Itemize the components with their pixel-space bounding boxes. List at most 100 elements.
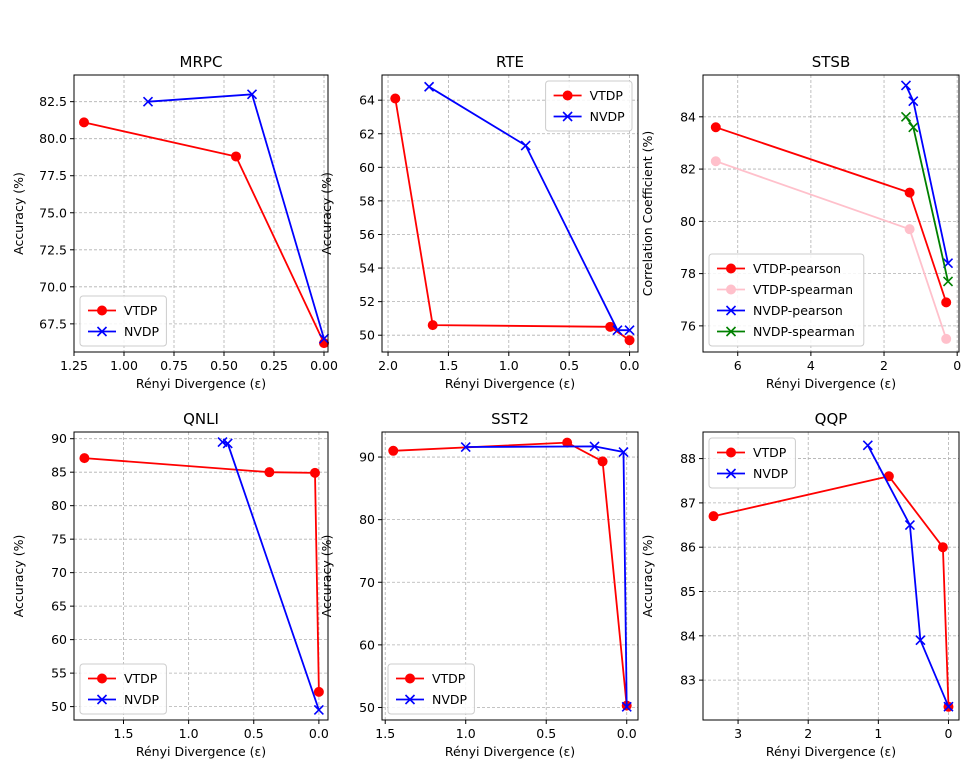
x-tick-label: 2 [804, 726, 812, 741]
y-tick-label: 84 [680, 109, 696, 124]
data-point [309, 467, 320, 478]
x-tick-label: 2.0 [378, 358, 398, 373]
legend-entry: NVDP [753, 466, 789, 481]
y-tick-label: 90 [51, 431, 67, 446]
data-point [904, 224, 915, 235]
legend-marker [96, 326, 108, 337]
series-line-nvdp [465, 445, 628, 707]
data-point [424, 81, 435, 92]
y-tick-label: 70.0 [39, 279, 67, 294]
y-tick-label: 70 [51, 565, 67, 580]
y-tick-label: 54 [359, 261, 375, 276]
data-point [624, 325, 635, 336]
data-point [313, 686, 324, 697]
x-axis-label: Rényi Divergence (ε) [136, 744, 266, 759]
y-tick-label: 60 [359, 637, 375, 652]
x-tick-label: 0.25 [260, 358, 288, 373]
x-tick-label: 1.5 [114, 726, 134, 741]
x-tick-label: 1 [874, 726, 882, 741]
x-tick-label: 0.5 [244, 726, 264, 741]
y-axis-label: Accuracy (%) [11, 535, 26, 618]
data-point [862, 440, 873, 451]
x-tick-label: 0.0 [309, 726, 329, 741]
chart-title: STSB [812, 53, 851, 71]
chart-title: QQP [815, 410, 848, 428]
y-axis-label: Correlation Coefficient (%) [640, 131, 655, 297]
x-tick-label: 1.0 [179, 726, 199, 741]
y-tick-label: 75.0 [39, 205, 67, 220]
y-tick-label: 77.5 [39, 168, 67, 183]
x-tick-label: 1.5 [375, 726, 395, 741]
legend-marker [726, 284, 736, 295]
axes-frame [702, 431, 960, 721]
y-tick-label: 90 [359, 450, 375, 465]
data-point [79, 453, 90, 464]
legend-marker [562, 111, 573, 122]
y-tick-label: 84 [680, 628, 696, 643]
x-tick-label: 0 [945, 726, 953, 741]
y-tick-label: 80 [51, 498, 67, 513]
data-point [908, 122, 919, 133]
legend-marker [725, 305, 737, 316]
y-tick-label: 56 [359, 227, 375, 242]
chart-rte: 2.0 1.5 1.0 0.5 0.0 50 52 54 56 58 60 62 64 RTE Rényi … [319, 53, 640, 391]
legend-entry: VTDP [124, 671, 158, 686]
data-point [597, 456, 608, 467]
y-tick-label: 62 [359, 126, 375, 141]
y-tick-label: 55 [51, 666, 67, 681]
y-tick-label: 72.5 [39, 242, 67, 257]
data-point [142, 96, 154, 107]
chart-title: MRPC [180, 53, 223, 71]
x-tick-label: 0.00 [310, 358, 338, 373]
legend-marker [725, 326, 737, 337]
data-point [589, 441, 600, 452]
chart-sst2: 1.5 1.0 0.5 0.0 50 60 70 80 90 SST2 Rényi Divergen… [319, 410, 639, 759]
data-point [318, 333, 330, 344]
legend-entry: NVDP [124, 692, 160, 707]
chart-qnli: 1.5 1.0 0.5 0.0 50 55 60 65 70 75 80 85 90 QNLI Rényi … [11, 410, 329, 759]
legend-marker [725, 468, 737, 479]
data-point [222, 438, 233, 449]
data-point [908, 96, 919, 107]
legend-marker [97, 673, 107, 684]
legend-entry: NVDP [590, 109, 626, 124]
data-point [904, 519, 915, 531]
data-point [427, 320, 438, 331]
chart-qqp: 3 2 1 0 83 84 85 86 87 88 QQP Rényi Divergence (ε) A… [640, 410, 960, 759]
data-point [612, 325, 623, 336]
legend-entry: VTDP-spearman [753, 282, 853, 297]
legend: VTDP NVDP [708, 437, 796, 489]
axes-frame [702, 74, 960, 353]
y-tick-label: 78 [680, 266, 696, 281]
legend-entry: VTDP [432, 671, 466, 686]
y-tick-label: 58 [359, 193, 375, 208]
data-point [313, 704, 324, 716]
axes-frame [381, 74, 639, 353]
data-point [943, 701, 954, 712]
x-tick-label: 1.0 [456, 726, 476, 741]
x-axis-label: Rényi Divergence (ε) [766, 744, 896, 759]
y-tick-label: 80.0 [39, 131, 67, 146]
legend: VTDP NVDP [545, 80, 633, 132]
data-point [388, 445, 399, 456]
data-point [904, 187, 915, 198]
x-tick-label: 2 [880, 358, 888, 373]
y-tick-label: 50 [51, 699, 67, 714]
y-tick-label: 87 [680, 495, 696, 510]
data-point [710, 156, 721, 167]
legend-marker [562, 90, 573, 101]
y-tick-label: 60 [51, 632, 67, 647]
data-point [231, 151, 241, 162]
y-tick-label: 82 [680, 162, 696, 177]
data-point [79, 117, 89, 128]
legend-entry: VTDP-pearson [753, 261, 841, 276]
series-line-nvdp [428, 86, 630, 332]
x-axis-label: Rényi Divergence (ε) [766, 376, 896, 391]
axes-frame [73, 74, 329, 353]
legend-entry: VTDP [124, 303, 158, 318]
legend-entry: NVDP-pearson [753, 303, 843, 318]
legend: VTDP-pearson VTDP-spearman NVDP-pearson NVD… [708, 253, 865, 347]
data-point [941, 297, 952, 308]
x-tick-label: 0.75 [160, 358, 188, 373]
y-tick-label: 52 [359, 294, 375, 309]
